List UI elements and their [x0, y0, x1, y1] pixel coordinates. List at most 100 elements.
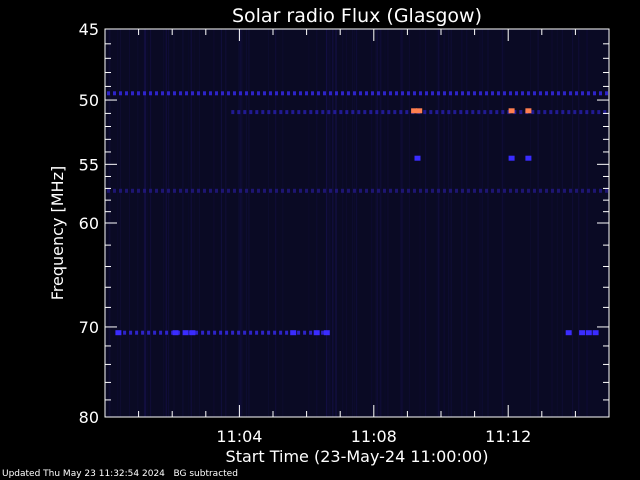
noise-stripe	[241, 29, 243, 417]
interference-mark	[587, 188, 590, 193]
spot-mark	[313, 330, 320, 336]
interference-mark	[179, 91, 182, 96]
interference-mark	[197, 188, 200, 193]
spot-mark	[592, 330, 599, 336]
noise-stripe	[213, 29, 215, 417]
noise-stripe	[537, 29, 539, 417]
interference-mark	[201, 330, 205, 335]
interference-mark	[315, 110, 319, 115]
interference-mark	[449, 188, 452, 193]
interference-mark	[243, 110, 247, 115]
interference-mark	[267, 330, 271, 335]
interference-mark	[345, 110, 349, 115]
interference-mark	[425, 91, 428, 96]
interference-mark	[443, 188, 446, 193]
interference-mark	[357, 110, 361, 115]
interference-mark	[353, 91, 356, 96]
noise-stripe	[332, 29, 334, 417]
interference-mark	[603, 110, 607, 115]
interference-mark	[197, 91, 200, 96]
interference-mark	[585, 110, 589, 115]
interference-mark	[443, 91, 446, 96]
noise-stripe	[239, 29, 241, 417]
interference-mark	[135, 330, 139, 335]
interference-mark	[467, 91, 470, 96]
interference-mark	[383, 91, 386, 96]
background-note: BG subtracted	[173, 469, 238, 479]
noise-stripe	[146, 29, 148, 417]
updated-timestamp: Updated Thu May 23 11:32:54 2024	[2, 469, 165, 479]
interference-mark	[287, 188, 290, 193]
interference-mark	[521, 91, 524, 96]
noise-stripe	[384, 29, 386, 417]
noise-stripe	[572, 29, 574, 417]
noise-stripe	[377, 29, 379, 417]
interference-mark	[257, 91, 260, 96]
interference-mark	[579, 110, 583, 115]
interference-mark	[311, 188, 314, 193]
noise-stripe	[352, 29, 354, 417]
spectrogram-background	[105, 29, 609, 417]
noise-stripe	[419, 29, 421, 417]
interference-mark	[321, 330, 325, 335]
noise-stripe	[461, 29, 463, 417]
interference-mark	[185, 91, 188, 96]
noise-stripe	[501, 29, 503, 417]
interference-mark	[269, 91, 272, 96]
noise-stripe	[165, 29, 167, 417]
noise-stripe	[332, 29, 333, 417]
noise-stripe	[336, 29, 337, 417]
noise-stripe	[221, 29, 223, 417]
interference-mark	[233, 188, 236, 193]
interference-mark	[581, 188, 584, 193]
interference-mark	[501, 110, 505, 115]
interference-mark	[329, 188, 332, 193]
interference-mark	[155, 188, 158, 193]
spot-mark	[182, 330, 189, 336]
interference-mark	[147, 330, 151, 335]
interference-mark	[275, 188, 278, 193]
noise-stripe	[436, 29, 438, 417]
interference-mark	[387, 110, 391, 115]
chart-title: Solar radio Flux (Glasgow)	[232, 5, 482, 27]
interference-mark	[159, 330, 163, 335]
hot-spot-mark	[411, 108, 418, 114]
interference-mark	[375, 110, 379, 115]
interference-mark	[575, 91, 578, 96]
noise-stripe	[198, 29, 200, 417]
interference-mark	[317, 188, 320, 193]
noise-stripe	[220, 29, 222, 417]
noise-stripe	[332, 29, 334, 417]
interference-mark	[545, 91, 548, 96]
y-tick-label: 50	[79, 91, 99, 110]
interference-mark	[219, 330, 223, 335]
interference-mark	[563, 188, 566, 193]
interference-mark	[251, 188, 254, 193]
interference-mark	[371, 188, 374, 193]
interference-mark	[275, 91, 278, 96]
interference-mark	[123, 330, 127, 335]
interference-mark	[185, 188, 188, 193]
interference-mark	[141, 330, 145, 335]
noise-stripe	[443, 29, 445, 417]
interference-mark	[213, 330, 217, 335]
interference-mark	[125, 188, 128, 193]
noise-stripe	[238, 29, 240, 417]
noise-stripe	[182, 29, 184, 417]
noise-stripe	[282, 29, 284, 417]
interference-mark	[267, 110, 271, 115]
interference-mark	[303, 330, 307, 335]
noise-stripe	[163, 29, 165, 417]
interference-mark	[383, 188, 386, 193]
noise-stripe	[401, 29, 403, 417]
noise-stripe	[342, 29, 344, 417]
interference-mark	[437, 188, 440, 193]
interference-mark	[503, 188, 506, 193]
interference-mark	[377, 188, 380, 193]
interference-mark	[539, 91, 542, 96]
interference-mark	[149, 91, 152, 96]
noise-stripe	[146, 29, 148, 417]
interference-mark	[581, 91, 584, 96]
noise-stripe	[387, 29, 389, 417]
interference-mark	[137, 188, 140, 193]
